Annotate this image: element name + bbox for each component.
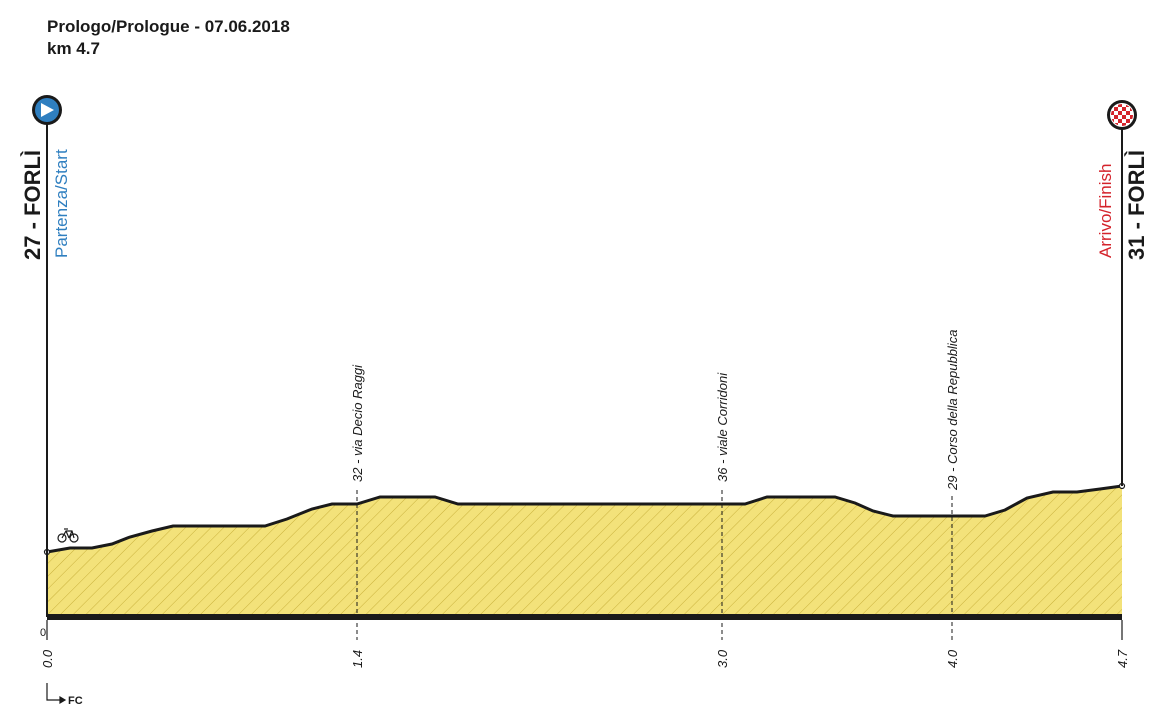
fc-arrow-icon — [46, 683, 67, 705]
elevation-line — [46, 484, 1123, 554]
finish-city: 31 - FORLÌ — [1124, 150, 1149, 260]
waypoint-label-1: 32 - via Decio Raggi — [350, 364, 365, 482]
km-label-2: 3.0 — [715, 649, 730, 668]
waypoint-label-2: 36 - viale Corridoni — [715, 372, 730, 482]
waypoint-label-3: 29 - Corso della Repubblica — [945, 330, 960, 491]
checkered-flag-icon — [1107, 100, 1137, 130]
finish-label: Arrivo/Finish — [1096, 164, 1115, 258]
start-label: Partenza/Start — [52, 149, 71, 258]
page-title: Prologo/Prologue - 07.06.2018 — [47, 17, 290, 36]
baseline-bar — [47, 614, 1122, 620]
km-label-start: 0.0 — [40, 649, 55, 668]
zero-label: 0 — [40, 627, 46, 639]
km-label-3: 4.0 — [945, 649, 960, 668]
km-label-finish: 4.7 — [1115, 649, 1130, 668]
km-label-1: 1.4 — [350, 650, 365, 668]
elevation-area — [47, 486, 1122, 617]
bicycle-icon — [57, 528, 79, 543]
start-arrow-icon — [32, 95, 62, 125]
start-city: 27 - FORLÌ — [20, 150, 45, 260]
fc-label: FC — [68, 695, 83, 707]
stage-distance: km 4.7 — [47, 39, 100, 58]
